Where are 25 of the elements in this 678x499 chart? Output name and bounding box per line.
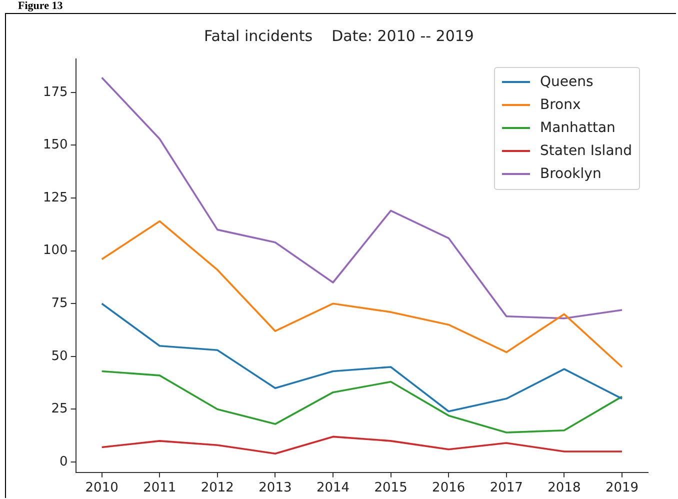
x-tick-label: 2019 xyxy=(605,480,639,496)
y-tick-label: 0 xyxy=(60,454,68,470)
y-tick-label: 175 xyxy=(42,84,68,100)
y-tick-label: 75 xyxy=(51,296,68,311)
x-tick-label: 2013 xyxy=(258,480,292,496)
x-tick-label: 2017 xyxy=(490,480,523,496)
x-tick-label: 2010 xyxy=(85,480,118,496)
legend-label: Staten Island xyxy=(540,143,632,160)
legend-label: Bronx xyxy=(540,97,581,114)
y-tick-label: 25 xyxy=(51,402,68,417)
y-tick-label: 100 xyxy=(42,243,68,258)
caption: Figure 13 xyxy=(18,0,63,12)
y-tick-label: 150 xyxy=(42,138,68,153)
x-tick-label: 2016 xyxy=(432,480,466,496)
x-tick-label: 2014 xyxy=(316,480,350,496)
legend-label: Brooklyn xyxy=(540,166,602,182)
x-tick-label: 2012 xyxy=(200,480,234,496)
x-tick-label: 2018 xyxy=(548,480,581,496)
x-tick-label: 2011 xyxy=(143,480,176,496)
chart-title: Fatal incidents Date: 2010 -- 2019 xyxy=(203,27,475,45)
y-tick-label: 50 xyxy=(51,348,68,364)
legend-label: Queens xyxy=(540,74,594,90)
y-tick-label: 125 xyxy=(42,190,68,206)
legend-label: Manhattan xyxy=(540,120,616,136)
x-tick-label: 2015 xyxy=(374,480,408,496)
